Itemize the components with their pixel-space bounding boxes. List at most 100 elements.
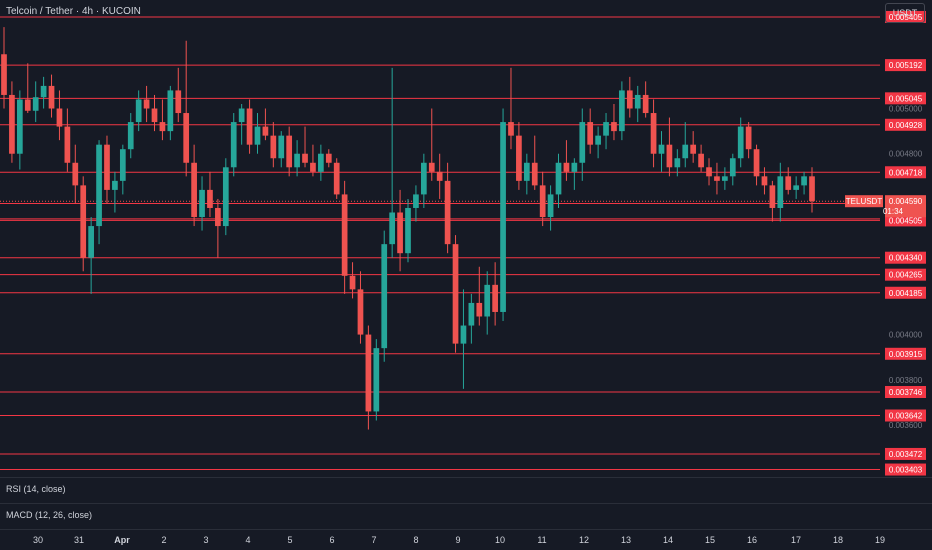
candle-body	[72, 162, 79, 186]
candle-body	[563, 162, 570, 172]
candle-body	[579, 122, 586, 163]
candle	[634, 85, 641, 123]
candle-body	[294, 153, 300, 168]
candle	[112, 171, 118, 213]
candle	[452, 235, 459, 353]
candle-body	[626, 90, 633, 109]
symbol-tag-bg	[845, 195, 883, 208]
candle	[603, 113, 609, 150]
time-axis[interactable]: 30 31 Apr 2 3 4 5 6 7 8 9 10 11 12 13 14 15 16 17 18 19	[33, 535, 885, 545]
candle-body	[222, 167, 229, 227]
candle-body	[88, 226, 94, 258]
candle	[413, 185, 419, 222]
candle-body	[658, 144, 665, 154]
candle	[143, 85, 150, 123]
candle-body	[9, 94, 15, 154]
candle-body	[714, 176, 720, 181]
candle-body	[516, 135, 522, 181]
candle	[183, 40, 190, 177]
candle	[24, 63, 31, 114]
candle	[626, 76, 633, 118]
candle	[365, 325, 372, 430]
level-label: 0.003915	[889, 350, 923, 359]
candle	[357, 271, 364, 344]
x-tick-label: 14	[663, 535, 673, 545]
candle	[484, 271, 491, 335]
candle	[254, 113, 261, 154]
candle	[270, 122, 277, 168]
candle-body	[729, 158, 736, 177]
candle-body	[698, 153, 704, 168]
candle	[666, 117, 673, 177]
candle	[302, 126, 308, 168]
candle-body	[1, 54, 7, 95]
candle	[64, 108, 71, 172]
candle	[587, 108, 594, 154]
candle	[373, 339, 380, 421]
candle-body	[16, 99, 23, 154]
candle	[16, 90, 23, 170]
candle-body	[642, 94, 649, 114]
level-label: 0.004265	[889, 271, 923, 280]
candle	[737, 117, 744, 168]
x-tick-label: 5	[287, 535, 292, 545]
candle-body	[56, 108, 63, 127]
candle-body	[238, 108, 245, 123]
candle-body	[428, 162, 435, 172]
x-tick-label: 15	[705, 535, 715, 545]
level-label: 0.005405	[889, 13, 923, 22]
candle	[642, 81, 649, 118]
candle	[159, 99, 166, 141]
candle-body	[119, 149, 126, 181]
candle-body	[207, 189, 213, 208]
candle	[801, 171, 807, 195]
candle	[516, 122, 522, 190]
candle-body	[278, 135, 285, 159]
bar-countdown: 01:34	[883, 207, 904, 216]
candle	[523, 153, 530, 195]
level-label-bg	[885, 447, 926, 460]
candle	[698, 144, 704, 172]
level-label-bg	[885, 268, 926, 281]
x-tick-label: 2	[161, 535, 166, 545]
level-label-bg	[885, 166, 926, 179]
candle	[405, 198, 411, 263]
pane-divider-macd[interactable]	[0, 503, 932, 504]
candle	[32, 81, 39, 123]
price-axis[interactable]: 0.005000 0.004800 0.004000 0.003800 0.003600…	[845, 0, 932, 550]
level-label: 0.003746	[889, 388, 923, 397]
level-label: 0.005192	[889, 61, 923, 70]
candle-body	[468, 302, 475, 326]
candle-body	[405, 207, 411, 254]
candle-body	[262, 126, 269, 136]
rsi-indicator-label[interactable]: RSI (14, close)	[6, 484, 66, 494]
candle-body	[151, 108, 158, 123]
x-tick-label: 11	[537, 535, 546, 545]
candle	[658, 131, 665, 172]
horizontal-levels	[0, 16, 884, 471]
candle-body	[373, 348, 380, 412]
candle	[40, 76, 47, 109]
candle	[611, 103, 617, 141]
level-label: 0.004185	[889, 289, 923, 298]
candle-body	[318, 153, 324, 172]
currency-selector[interactable]: USDT	[885, 3, 925, 23]
y-tick-label: 0.003800	[889, 376, 923, 385]
x-tick-label: 6	[329, 535, 334, 545]
candles	[1, 27, 815, 430]
candle	[674, 149, 681, 177]
pane-divider-rsi[interactable]	[0, 477, 932, 478]
candle-body	[682, 144, 689, 159]
level-label-bg	[885, 214, 926, 227]
x-tick-label: 31	[74, 535, 84, 545]
level-label-bg	[885, 92, 926, 105]
candle-body	[801, 176, 807, 186]
candle	[389, 67, 396, 258]
x-tick-label: 30	[33, 535, 43, 545]
macd-indicator-label[interactable]: MACD (12, 26, close)	[6, 510, 93, 520]
candle-body	[523, 162, 530, 181]
candle	[381, 230, 388, 362]
level-label-bg	[885, 251, 926, 264]
candle-body	[436, 171, 443, 181]
